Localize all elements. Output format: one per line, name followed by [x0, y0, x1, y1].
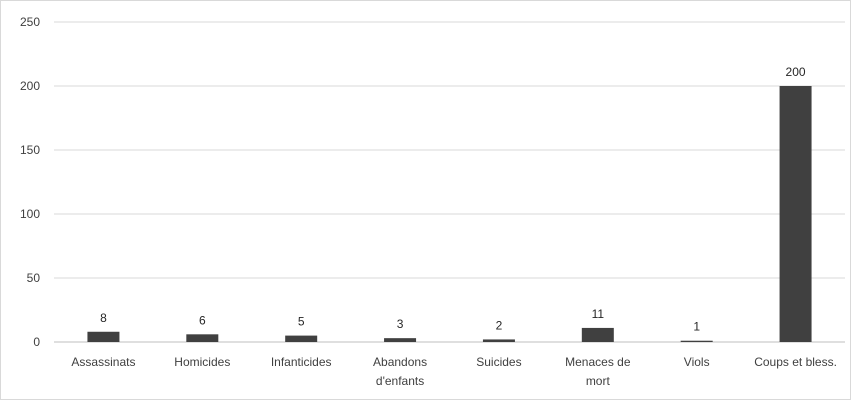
- bar: [482, 339, 515, 342]
- y-tick-label: 100: [20, 207, 40, 221]
- y-tick-label: 150: [20, 143, 40, 157]
- data-label: 11: [592, 307, 605, 321]
- bar: [581, 327, 614, 342]
- bar: [779, 86, 812, 342]
- category-label: d'enfants: [376, 374, 424, 388]
- y-tick-label: 0: [33, 335, 40, 349]
- data-label: 200: [786, 65, 806, 79]
- data-label: 3: [397, 317, 404, 331]
- category-label: Assassinats: [71, 355, 135, 369]
- data-label: 1: [693, 320, 700, 334]
- category-label: Suicides: [476, 355, 521, 369]
- bar: [285, 335, 318, 342]
- bar: [384, 338, 417, 342]
- category-label: Menaces de: [565, 355, 631, 369]
- data-label: 2: [496, 318, 503, 332]
- category-label: mort: [586, 374, 611, 388]
- data-label: 5: [298, 315, 305, 329]
- data-label: 8: [100, 311, 107, 325]
- y-axis-ticks: 0 50 100 150 200 250: [20, 15, 40, 349]
- bar: [680, 340, 713, 342]
- x-axis-labels: Assassinats Homicides Infanticides Abandons…: [71, 355, 837, 388]
- bar: [186, 334, 219, 342]
- data-label: 6: [199, 313, 206, 327]
- gridlines: [54, 21, 845, 343]
- category-label: Coups et bless.: [754, 355, 837, 369]
- y-tick-label: 250: [20, 15, 40, 29]
- y-tick-label: 50: [27, 271, 41, 285]
- bar: [87, 331, 120, 342]
- category-label: Abandons: [373, 355, 427, 369]
- category-label: Viols: [684, 355, 710, 369]
- y-tick-label: 200: [20, 79, 40, 93]
- bars: [87, 86, 812, 342]
- category-label: Infanticides: [271, 355, 332, 369]
- category-label: Homicides: [174, 355, 230, 369]
